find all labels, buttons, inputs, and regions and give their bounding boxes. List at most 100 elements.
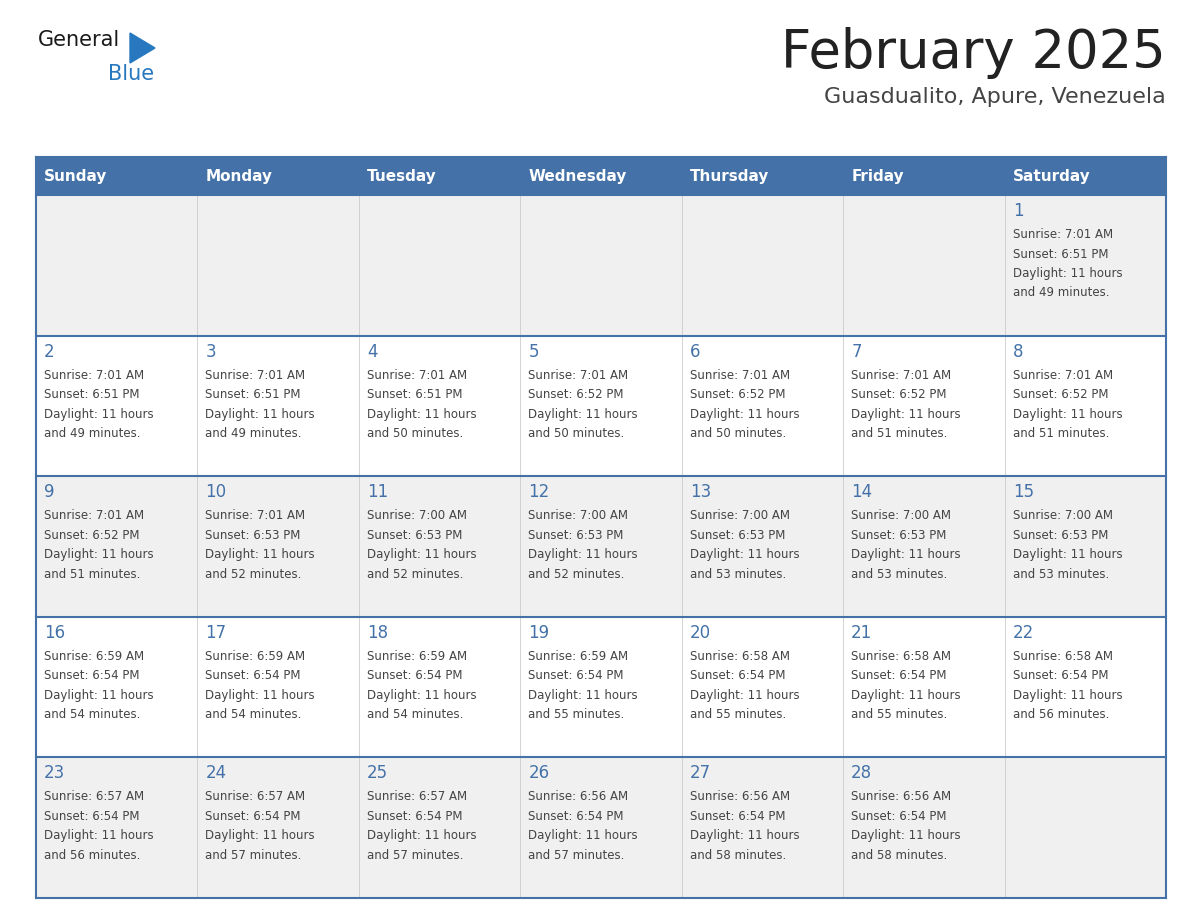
Bar	[843, 157, 1005, 195]
Text: Daylight: 11 hours: Daylight: 11 hours	[206, 688, 315, 701]
Text: and 54 minutes.: and 54 minutes.	[44, 709, 140, 722]
Text: 15: 15	[1012, 483, 1034, 501]
Text: Daylight: 11 hours: Daylight: 11 hours	[44, 548, 153, 561]
Text: Daylight: 11 hours: Daylight: 11 hours	[529, 548, 638, 561]
Text: Daylight: 11 hours: Daylight: 11 hours	[852, 829, 961, 843]
Text: Daylight: 11 hours: Daylight: 11 hours	[206, 548, 315, 561]
Text: 25: 25	[367, 765, 388, 782]
Text: Sunrise: 6:59 AM: Sunrise: 6:59 AM	[206, 650, 305, 663]
Text: and 55 minutes.: and 55 minutes.	[852, 709, 948, 722]
Text: 28: 28	[852, 765, 872, 782]
Text: and 57 minutes.: and 57 minutes.	[367, 849, 463, 862]
Text: Sunset: 6:51 PM: Sunset: 6:51 PM	[44, 388, 139, 401]
Text: Daylight: 11 hours: Daylight: 11 hours	[44, 688, 153, 701]
Text: Friday: Friday	[852, 169, 904, 184]
Text: 9: 9	[44, 483, 55, 501]
Text: 26: 26	[529, 765, 550, 782]
Text: 23: 23	[44, 765, 65, 782]
Text: Daylight: 11 hours: Daylight: 11 hours	[690, 688, 800, 701]
Text: 14: 14	[852, 483, 872, 501]
Text: 13: 13	[690, 483, 712, 501]
Text: Sunset: 6:53 PM: Sunset: 6:53 PM	[1012, 529, 1108, 542]
Text: Sunrise: 7:00 AM: Sunrise: 7:00 AM	[1012, 509, 1113, 522]
Text: Sunset: 6:53 PM: Sunset: 6:53 PM	[690, 529, 785, 542]
Text: 18: 18	[367, 624, 388, 642]
Text: and 56 minutes.: and 56 minutes.	[44, 849, 140, 862]
Text: and 50 minutes.: and 50 minutes.	[367, 427, 463, 440]
Text: 20: 20	[690, 624, 710, 642]
Text: Sunrise: 6:56 AM: Sunrise: 6:56 AM	[690, 790, 790, 803]
Text: Daylight: 11 hours: Daylight: 11 hours	[367, 688, 476, 701]
Text: 2: 2	[44, 342, 55, 361]
Text: Sunset: 6:51 PM: Sunset: 6:51 PM	[206, 388, 301, 401]
Text: 12: 12	[529, 483, 550, 501]
Text: Sunset: 6:54 PM: Sunset: 6:54 PM	[206, 669, 301, 682]
Bar	[520, 157, 682, 195]
Text: Sunset: 6:54 PM: Sunset: 6:54 PM	[690, 810, 785, 823]
Text: Sunrise: 7:01 AM: Sunrise: 7:01 AM	[206, 369, 305, 382]
Text: Sunday: Sunday	[44, 169, 107, 184]
Text: Daylight: 11 hours: Daylight: 11 hours	[529, 408, 638, 420]
Text: Guasdualito, Apure, Venezuela: Guasdualito, Apure, Venezuela	[824, 87, 1165, 107]
Text: Sunset: 6:53 PM: Sunset: 6:53 PM	[206, 529, 301, 542]
Text: Daylight: 11 hours: Daylight: 11 hours	[367, 548, 476, 561]
Text: Daylight: 11 hours: Daylight: 11 hours	[206, 408, 315, 420]
Text: 17: 17	[206, 624, 227, 642]
Text: Daylight: 11 hours: Daylight: 11 hours	[1012, 688, 1123, 701]
Text: and 57 minutes.: and 57 minutes.	[529, 849, 625, 862]
Text: Daylight: 11 hours: Daylight: 11 hours	[1012, 548, 1123, 561]
Text: Sunrise: 7:01 AM: Sunrise: 7:01 AM	[1012, 369, 1113, 382]
Text: and 54 minutes.: and 54 minutes.	[367, 709, 463, 722]
Text: and 53 minutes.: and 53 minutes.	[1012, 567, 1108, 581]
Text: Sunrise: 7:00 AM: Sunrise: 7:00 AM	[690, 509, 790, 522]
Text: Sunset: 6:54 PM: Sunset: 6:54 PM	[44, 669, 139, 682]
Text: and 55 minutes.: and 55 minutes.	[529, 709, 625, 722]
Text: 5: 5	[529, 342, 539, 361]
Text: Daylight: 11 hours: Daylight: 11 hours	[852, 408, 961, 420]
Bar	[36, 195, 1165, 336]
Text: Sunrise: 6:59 AM: Sunrise: 6:59 AM	[367, 650, 467, 663]
Text: Sunrise: 7:01 AM: Sunrise: 7:01 AM	[529, 369, 628, 382]
Text: Sunrise: 7:00 AM: Sunrise: 7:00 AM	[367, 509, 467, 522]
Text: Sunrise: 7:01 AM: Sunrise: 7:01 AM	[44, 509, 144, 522]
Bar	[682, 157, 843, 195]
Text: Daylight: 11 hours: Daylight: 11 hours	[690, 829, 800, 843]
Text: 7: 7	[852, 342, 861, 361]
Text: Sunrise: 7:01 AM: Sunrise: 7:01 AM	[852, 369, 952, 382]
Text: 24: 24	[206, 765, 227, 782]
Text: Sunset: 6:54 PM: Sunset: 6:54 PM	[690, 669, 785, 682]
Text: Sunrise: 6:56 AM: Sunrise: 6:56 AM	[852, 790, 952, 803]
Text: 19: 19	[529, 624, 550, 642]
Text: Sunrise: 7:00 AM: Sunrise: 7:00 AM	[529, 509, 628, 522]
Bar	[36, 476, 1165, 617]
Text: Sunset: 6:54 PM: Sunset: 6:54 PM	[367, 810, 462, 823]
Bar	[36, 617, 1165, 757]
Text: Sunrise: 6:58 AM: Sunrise: 6:58 AM	[1012, 650, 1113, 663]
Text: and 56 minutes.: and 56 minutes.	[1012, 709, 1110, 722]
Text: 8: 8	[1012, 342, 1023, 361]
Text: and 55 minutes.: and 55 minutes.	[690, 709, 786, 722]
Text: Sunrise: 7:01 AM: Sunrise: 7:01 AM	[44, 369, 144, 382]
Text: Daylight: 11 hours: Daylight: 11 hours	[44, 408, 153, 420]
Text: Thursday: Thursday	[690, 169, 769, 184]
Text: and 49 minutes.: and 49 minutes.	[44, 427, 140, 440]
Text: Sunset: 6:54 PM: Sunset: 6:54 PM	[1012, 669, 1108, 682]
Text: Sunrise: 6:58 AM: Sunrise: 6:58 AM	[852, 650, 952, 663]
Text: and 49 minutes.: and 49 minutes.	[1012, 286, 1110, 299]
Text: Daylight: 11 hours: Daylight: 11 hours	[529, 688, 638, 701]
Text: Sunset: 6:52 PM: Sunset: 6:52 PM	[690, 388, 785, 401]
Text: Sunset: 6:54 PM: Sunset: 6:54 PM	[852, 810, 947, 823]
Text: Sunset: 6:51 PM: Sunset: 6:51 PM	[367, 388, 462, 401]
Text: Daylight: 11 hours: Daylight: 11 hours	[1012, 267, 1123, 280]
Text: Sunset: 6:53 PM: Sunset: 6:53 PM	[852, 529, 947, 542]
Text: 27: 27	[690, 765, 710, 782]
Text: Sunset: 6:52 PM: Sunset: 6:52 PM	[852, 388, 947, 401]
Text: Sunrise: 6:58 AM: Sunrise: 6:58 AM	[690, 650, 790, 663]
Text: and 54 minutes.: and 54 minutes.	[206, 709, 302, 722]
Text: 11: 11	[367, 483, 388, 501]
Bar	[1005, 157, 1165, 195]
Text: Sunrise: 6:59 AM: Sunrise: 6:59 AM	[529, 650, 628, 663]
Text: and 58 minutes.: and 58 minutes.	[852, 849, 948, 862]
Text: Sunrise: 6:59 AM: Sunrise: 6:59 AM	[44, 650, 144, 663]
Text: Sunset: 6:54 PM: Sunset: 6:54 PM	[529, 810, 624, 823]
